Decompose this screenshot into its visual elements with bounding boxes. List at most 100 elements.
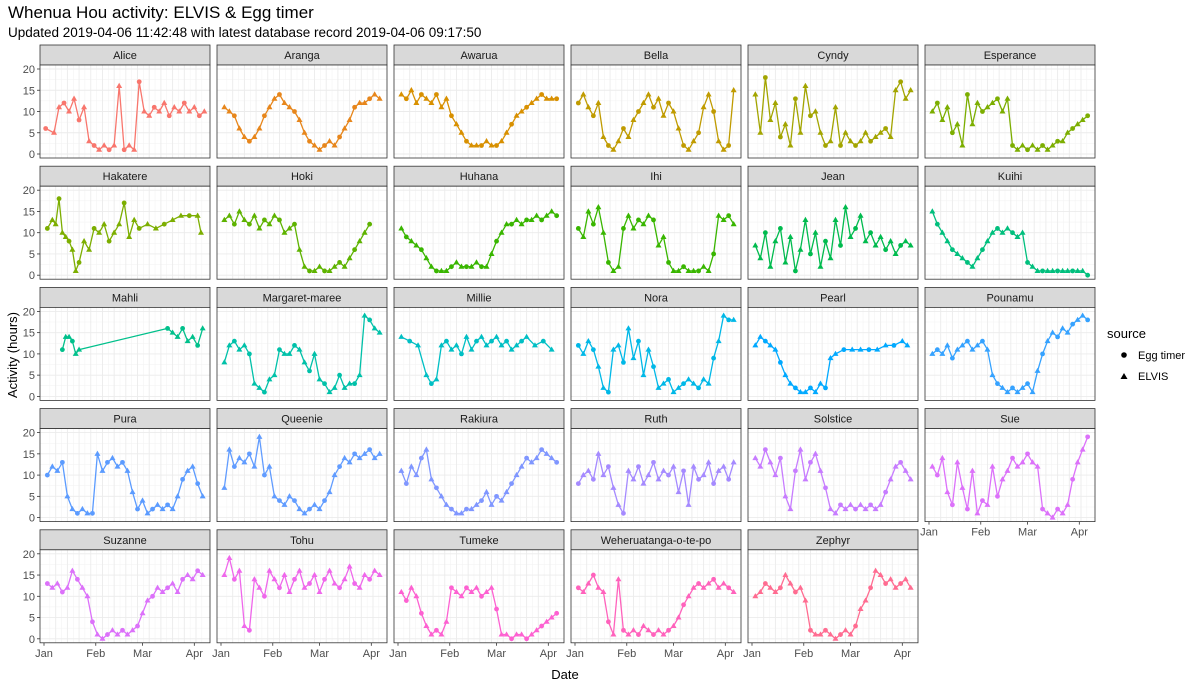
point-elvis (797, 446, 804, 452)
point-elvis (772, 238, 779, 244)
point-egg-timer (823, 238, 828, 244)
point-egg-timer (449, 585, 454, 591)
point-elvis (772, 471, 779, 478)
point-elvis (615, 263, 622, 269)
point-elvis (408, 584, 415, 590)
point-egg-timer (1055, 138, 1060, 144)
point-elvis (939, 116, 946, 122)
point-elvis (757, 129, 764, 135)
y-tick-label: 10 (23, 349, 35, 361)
y-tick-label: 15 (23, 85, 35, 97)
panel-border (216, 306, 388, 401)
point-elvis (221, 104, 228, 110)
point-egg-timer (90, 510, 95, 516)
point-elvis (79, 584, 86, 590)
point-elvis (959, 484, 966, 490)
point-elvis (610, 146, 617, 152)
point-elvis (184, 467, 191, 473)
point-elvis (376, 329, 383, 335)
point-elvis (72, 267, 79, 273)
point-egg-timer (621, 226, 626, 231)
point-egg-timer (696, 476, 701, 482)
point-egg-timer (575, 100, 581, 106)
x-tick-label: Jan (566, 648, 584, 660)
point-egg-timer (711, 109, 717, 114)
panel-border (216, 428, 388, 523)
point-egg-timer (777, 455, 783, 461)
point-elvis (812, 388, 819, 395)
point-egg-timer (777, 134, 783, 140)
point-elvis (281, 350, 288, 356)
point-egg-timer (1025, 381, 1030, 387)
point-elvis (266, 104, 273, 110)
point-egg-timer (762, 338, 768, 344)
point-elvis (169, 580, 176, 586)
point-egg-timer (980, 498, 985, 503)
point-elvis (341, 454, 348, 461)
point-elvis (341, 384, 348, 390)
point-egg-timer (838, 143, 843, 148)
point-elvis (700, 104, 707, 110)
point-elvis (62, 233, 69, 239)
point-egg-timer (524, 636, 529, 642)
point-elvis (847, 233, 854, 239)
point-elvis (94, 631, 101, 637)
point-elvis (286, 104, 293, 110)
point-elvis (194, 212, 201, 218)
point-egg-timer (841, 347, 847, 353)
point-elvis (812, 631, 819, 637)
point-elvis (423, 255, 430, 261)
point-egg-timer (246, 351, 252, 357)
point-egg-timer (307, 506, 312, 512)
point-elvis (443, 501, 450, 507)
point-elvis (1049, 514, 1056, 520)
point-egg-timer (246, 221, 252, 227)
point-egg-timer (277, 92, 282, 97)
point-elvis (580, 350, 587, 356)
point-egg-timer (777, 360, 783, 365)
chart-subtitle: Updated 2019-04-06 11:42:48 with latest … (8, 25, 481, 40)
point-elvis (832, 104, 839, 110)
point-egg-timer (337, 585, 342, 591)
strip-label: Suzanne (103, 535, 146, 547)
point-elvis (675, 384, 682, 390)
y-tick-label: 5 (29, 249, 35, 261)
panel-border (216, 549, 388, 644)
strip-label: Zephyr (816, 535, 851, 547)
point-elvis (782, 259, 789, 265)
point-egg-timer (231, 576, 237, 582)
point-elvis (600, 384, 607, 390)
point-elvis (96, 146, 103, 152)
point-elvis (802, 388, 809, 395)
point-elvis (548, 208, 555, 214)
panel-kuihi: Kuihi (924, 165, 1096, 280)
point-egg-timer (418, 92, 424, 97)
panel-huhana: Huhana (393, 165, 565, 280)
point-elvis (483, 263, 490, 269)
point-elvis (251, 463, 258, 469)
point-egg-timer (524, 217, 529, 223)
x-tick-label: Feb (794, 648, 813, 660)
point-elvis (169, 505, 176, 512)
legend-title: source (1107, 326, 1146, 341)
point-elvis (675, 125, 682, 131)
point-elvis (197, 229, 204, 235)
point-elvis (969, 467, 976, 473)
point-elvis (984, 238, 991, 244)
point-elvis (199, 493, 206, 499)
point-elvis (428, 476, 435, 482)
x-tick-label: Apr (540, 648, 557, 660)
y-tick-label: 15 (23, 328, 35, 340)
point-elvis (585, 104, 592, 110)
point-elvis (191, 104, 198, 110)
point-elvis (907, 87, 914, 93)
point-elvis (443, 95, 450, 101)
point-egg-timer (307, 268, 312, 274)
point-elvis (356, 584, 363, 590)
point-elvis (99, 467, 106, 473)
point-egg-timer (434, 92, 439, 97)
point-elvis (690, 138, 697, 144)
point-elvis (675, 614, 682, 620)
point-elvis (316, 588, 323, 595)
point-egg-timer (949, 130, 955, 136)
